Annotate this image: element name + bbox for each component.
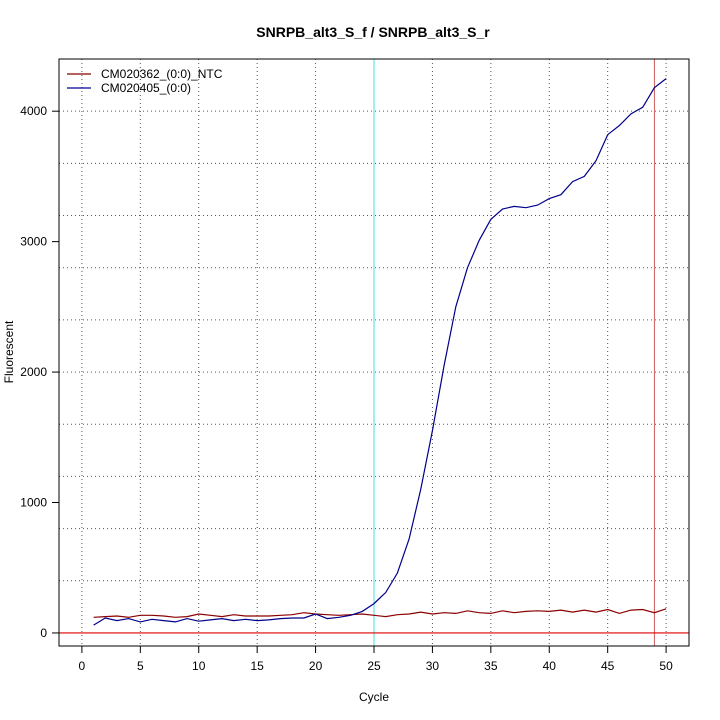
x-tick-label: 40 bbox=[543, 659, 557, 673]
y-tick-label: 3000 bbox=[20, 235, 47, 249]
series-line-1 bbox=[93, 608, 667, 618]
y-axis-label: Fluorescent bbox=[2, 320, 16, 383]
y-tick-label: 4000 bbox=[20, 104, 47, 118]
chart-title: SNRPB_alt3_S_f / SNRPB_alt3_S_r bbox=[256, 24, 490, 40]
y-tick-label: 1000 bbox=[20, 496, 47, 510]
legend-label-1: CM020362_(0:0)_NTC bbox=[101, 67, 223, 81]
data-series bbox=[93, 78, 667, 626]
x-tick-label: 50 bbox=[659, 659, 673, 673]
x-tick-label: 30 bbox=[426, 659, 440, 673]
y-axis: 0 1000 2000 3000 4000 bbox=[20, 104, 60, 640]
x-axis: 0 5 10 15 20 25 30 35 40 45 50 bbox=[79, 645, 673, 673]
grid bbox=[59, 58, 689, 646]
reference-lines bbox=[59, 59, 689, 646]
x-tick-label: 10 bbox=[192, 659, 206, 673]
x-tick-label: 5 bbox=[137, 659, 144, 673]
y-tick-label: 2000 bbox=[20, 365, 47, 379]
y-tick-label: 0 bbox=[40, 626, 47, 640]
x-tick-label: 15 bbox=[250, 659, 264, 673]
x-tick-label: 35 bbox=[484, 659, 498, 673]
x-tick-label: 25 bbox=[367, 659, 381, 673]
series-line-2 bbox=[93, 78, 667, 626]
x-tick-label: 0 bbox=[79, 659, 86, 673]
x-axis-label: Cycle bbox=[359, 690, 389, 704]
x-tick-label: 45 bbox=[601, 659, 615, 673]
legend-label-2: CM020405_(0:0) bbox=[101, 81, 191, 95]
x-tick-label: 20 bbox=[309, 659, 323, 673]
